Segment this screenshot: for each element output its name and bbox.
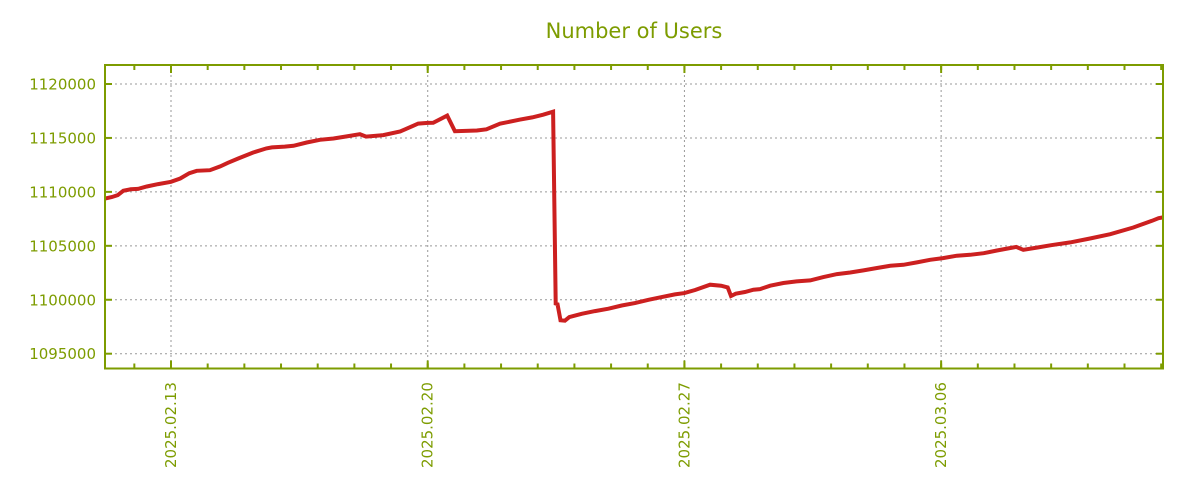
chart-title: Number of Users (546, 19, 723, 43)
y-tick-label: 1115000 (29, 129, 96, 147)
y-tick-label: 1105000 (29, 237, 96, 255)
y-tick-label: 1095000 (29, 345, 96, 363)
grid-layer (105, 65, 1163, 369)
x-tick-label: 2025.02.27 (675, 382, 693, 468)
plot-border (104, 64, 1164, 370)
y-tick-label: 1110000 (29, 183, 96, 201)
x-tick-label: 2025.03.06 (932, 382, 950, 468)
axis-layer: 1120000 1115000 1110000 1105000 1100000 10950… (29, 64, 1164, 468)
x-tick-label: 2025.02.20 (419, 382, 437, 468)
y-tick-label: 1100000 (29, 291, 96, 309)
x-tick-label: 2025.02.13 (162, 382, 180, 468)
series-layer (104, 109, 1164, 323)
series-line-number-of-users (104, 109, 1164, 323)
y-tick-label: 1120000 (29, 75, 96, 93)
